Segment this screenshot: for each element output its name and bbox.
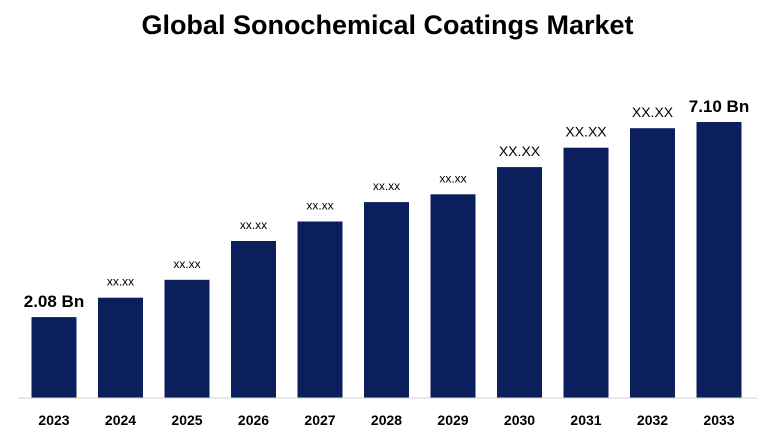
data-label-2025: xx.xx (173, 257, 200, 271)
x-tick-label-2032: 2032 (637, 412, 668, 428)
bar-2024 (98, 297, 143, 398)
data-label-2030: XX.XX (499, 143, 541, 159)
data-label-2023: 2.08 Bn (24, 292, 84, 311)
bar-2032 (630, 128, 675, 398)
x-tick-label-2029: 2029 (437, 412, 468, 428)
bars-group (31, 122, 742, 398)
bar-2027 (297, 221, 343, 398)
data-label-2026: xx.xx (240, 218, 267, 232)
bar-2025 (164, 279, 210, 398)
data-label-2033: 7.10 Bn (689, 97, 749, 116)
chart-title: Global Sonochemical Coatings Market (141, 10, 634, 40)
x-tick-label-2033: 2033 (703, 412, 734, 428)
x-tick-label-2028: 2028 (371, 412, 402, 428)
bar-2026 (231, 241, 276, 398)
data-label-2027: xx.xx (306, 199, 333, 213)
data-label-2028: xx.xx (373, 179, 400, 193)
data-labels-group: 2.08 Bn xx.xx xx.xx xx.xx xx.xx xx.xx xx.xx XX.… (24, 97, 749, 311)
bar-2033 (696, 122, 742, 398)
bar-2023 (31, 317, 77, 398)
x-tick-label-2023: 2023 (38, 412, 69, 428)
x-tick-label-2031: 2031 (570, 412, 601, 428)
x-tick-label-2026: 2026 (238, 412, 269, 428)
x-tick-label-2025: 2025 (171, 412, 202, 428)
bar-2029 (430, 194, 476, 398)
data-label-2024: xx.xx (107, 275, 134, 289)
x-tick-label-2027: 2027 (304, 412, 335, 428)
data-label-2031: XX.XX (565, 124, 607, 140)
x-tick-label-2030: 2030 (504, 412, 535, 428)
x-tick-labels-group: 2023 2024 2025 2026 2027 2028 2029 2030 2031 2032… (38, 412, 734, 428)
bar-2030 (497, 167, 542, 398)
x-tick-label-2024: 2024 (105, 412, 136, 428)
data-label-2029: xx.xx (439, 171, 466, 185)
bar-2028 (364, 202, 409, 398)
bar-2031 (563, 147, 609, 398)
data-label-2032: XX.XX (632, 104, 674, 120)
